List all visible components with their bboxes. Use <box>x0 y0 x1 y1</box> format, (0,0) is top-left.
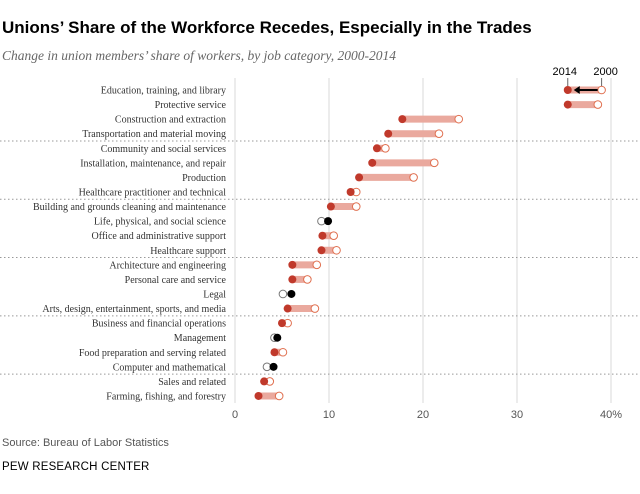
point-2000 <box>310 304 320 313</box>
point-2014 <box>384 129 393 138</box>
point-2000 <box>312 260 322 270</box>
category-label: Installation, maintenance, and repair <box>80 158 226 169</box>
point-2014 <box>355 173 364 182</box>
category-label: Arts, design, entertainment, sports, and… <box>42 304 226 315</box>
category-label: Healthcare practitioner and technical <box>79 187 227 198</box>
category-label: Life, physical, and social science <box>94 217 227 228</box>
point-2014 <box>288 260 297 269</box>
point-2014 <box>288 275 297 284</box>
x-tick-label: 20 <box>417 409 429 421</box>
category-label: Business and financial operations <box>92 319 226 330</box>
category-label: Food preparation and serving related <box>79 348 226 359</box>
point-2014 <box>324 217 333 226</box>
category-label: Community and social services <box>101 144 226 155</box>
legend-2000: 2000 <box>593 66 617 78</box>
category-label: Management <box>174 333 226 344</box>
category-label: Production <box>182 173 226 184</box>
point-2000 <box>303 275 312 284</box>
source-note: Source: Bureau of Labor Statistics <box>2 437 169 449</box>
category-label: Construction and extraction <box>115 115 226 126</box>
category-label: Education, training, and library <box>101 86 226 97</box>
category-label: Protective service <box>155 100 227 111</box>
point-2014 <box>398 115 407 124</box>
point-2014 <box>270 348 279 357</box>
point-2000 <box>434 129 444 139</box>
point-2014 <box>273 333 282 342</box>
category-label: Office and administrative support <box>91 231 226 242</box>
point-2000 <box>593 100 603 109</box>
point-2014 <box>368 158 377 167</box>
point-2000 <box>409 173 418 182</box>
category-label: Computer and mathematical <box>113 362 227 373</box>
x-tick-label: 30 <box>511 409 523 421</box>
category-label: Farming, fishing, and forestry <box>106 391 226 402</box>
category-label: Healthcare support <box>150 246 226 257</box>
point-2000 <box>278 289 288 299</box>
point-2000 <box>381 143 390 153</box>
point-2014 <box>260 377 269 386</box>
point-2014 <box>269 362 278 371</box>
chart-subtitle: Change in union members’ share of worker… <box>2 48 396 63</box>
x-tick-label: 40% <box>600 409 622 421</box>
arrow-head-icon <box>573 86 580 94</box>
point-2014 <box>318 231 327 240</box>
org-logo-text: PEW RESEARCH CENTER <box>2 461 150 473</box>
category-label: Personal care and service <box>125 275 227 286</box>
point-2000 <box>454 114 464 124</box>
point-2014 <box>254 391 263 400</box>
point-2000 <box>329 231 339 240</box>
point-2000 <box>274 391 284 401</box>
legend-2014: 2014 <box>553 66 577 78</box>
point-2000 <box>429 158 439 168</box>
x-tick-label: 0 <box>232 409 238 421</box>
point-2014 <box>283 304 292 313</box>
point-2000 <box>351 202 361 211</box>
category-label: Legal <box>203 289 226 300</box>
point-2014 <box>346 187 355 196</box>
x-tick-label: 10 <box>323 409 335 421</box>
point-2014 <box>563 86 572 94</box>
category-label: Transportation and material moving <box>82 129 226 140</box>
point-2014 <box>287 289 296 298</box>
point-2000 <box>332 245 341 255</box>
point-2014 <box>326 202 335 211</box>
point-2000 <box>597 85 606 95</box>
point-2014 <box>372 144 381 153</box>
chart-title: Unions’ Share of the Workforce Recedes, … <box>2 18 532 37</box>
category-label: Building and grounds cleaning and mainte… <box>33 202 227 213</box>
category-label: Architecture and engineering <box>109 260 226 271</box>
point-2014 <box>278 319 286 328</box>
point-2014 <box>563 100 572 109</box>
category-label: Sales and related <box>158 377 226 388</box>
point-2014 <box>317 246 326 255</box>
point-2000 <box>278 347 288 357</box>
